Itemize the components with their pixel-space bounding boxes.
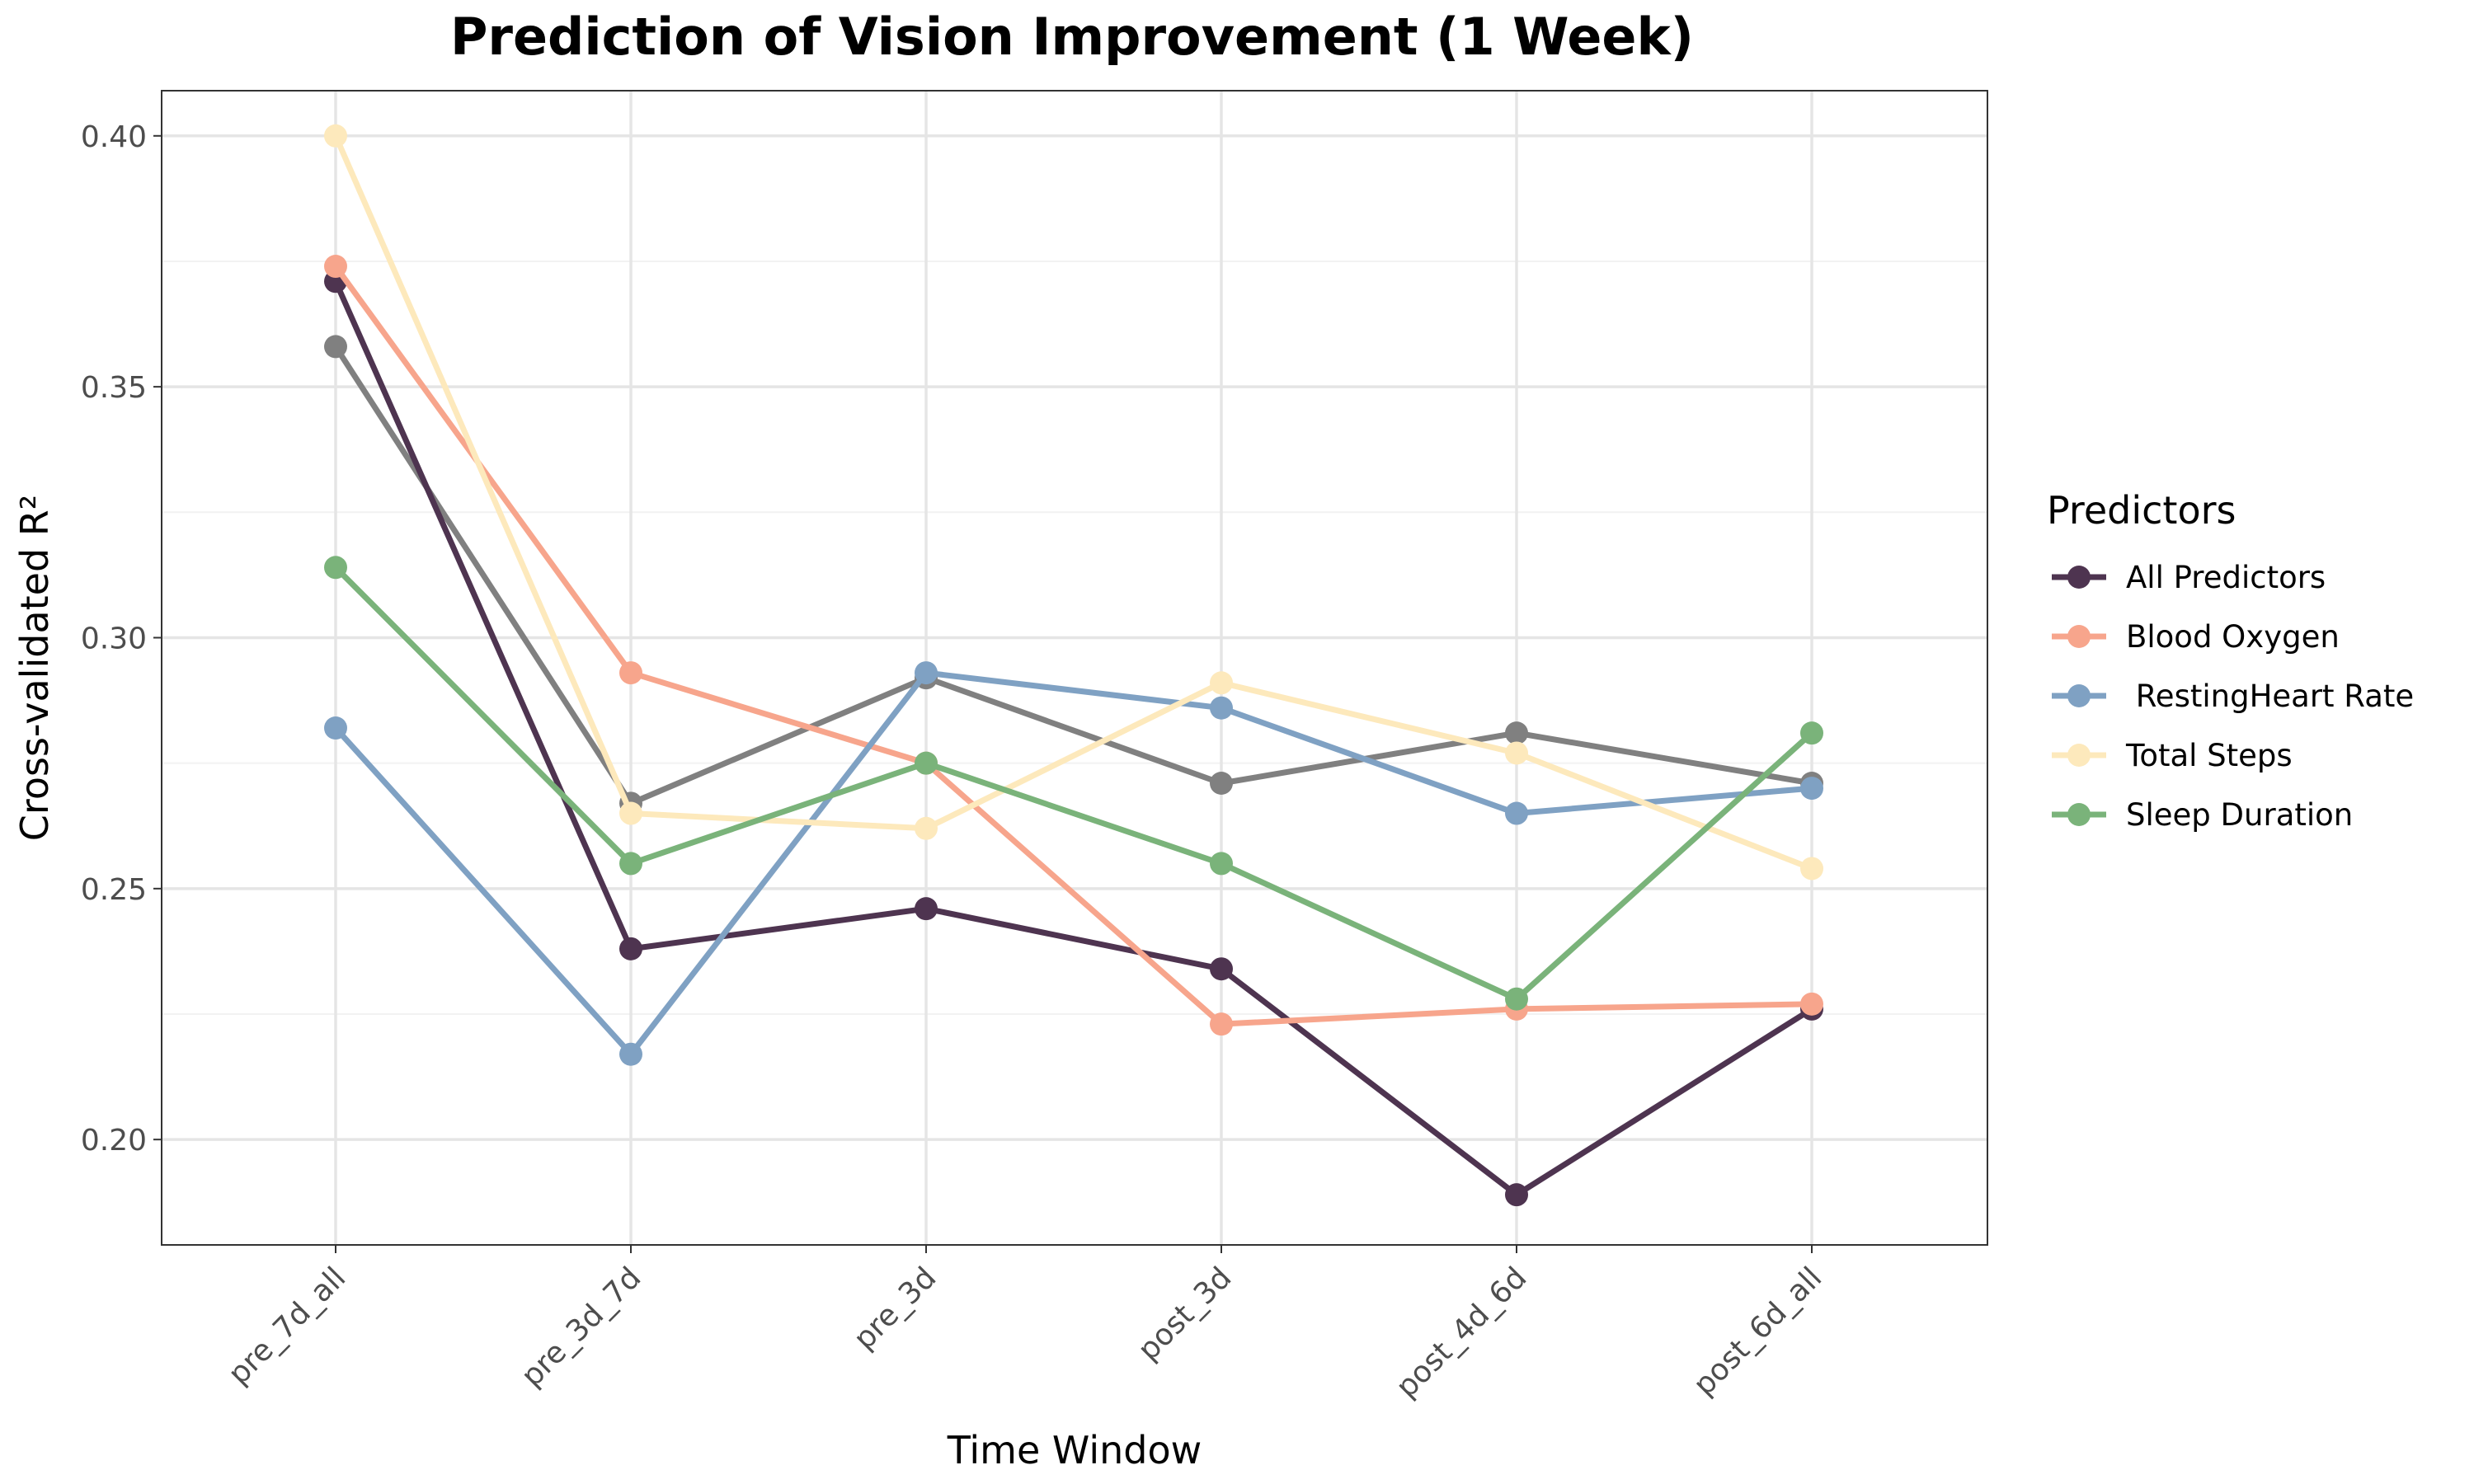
series-layer (324, 124, 1823, 1207)
data-point (324, 124, 347, 148)
legend-item: Sleep Duration (2052, 797, 2353, 833)
data-point (915, 661, 938, 685)
data-point (324, 556, 347, 580)
data-point (1505, 721, 1528, 745)
series-line (332, 263, 1815, 1027)
legend-label: Blood Oxygen (2126, 619, 2340, 655)
series-line (332, 133, 1815, 871)
y-tick-label: 0.20 (81, 1124, 147, 1158)
legend-key-point (2067, 566, 2091, 589)
data-point (619, 937, 642, 960)
legend-label: All Predictors (2126, 560, 2326, 595)
data-point (1800, 777, 1823, 801)
y-axis-ticks: 0.20 0.25 0.30 0.35 0.40 (81, 120, 162, 1158)
data-point (619, 801, 642, 825)
x-tick-label: post_4d_6d (1390, 1261, 1533, 1404)
data-point (324, 716, 347, 740)
y-tick-label: 0.25 (81, 873, 147, 907)
chart-title: Prediction of Vision Improvement (1 Week… (450, 7, 1694, 67)
plot-panel-background (162, 91, 1987, 1245)
data-point (1210, 671, 1233, 695)
legend-item: All Predictors (2052, 560, 2326, 595)
legend-label: Sleep Duration (2126, 797, 2353, 833)
legend-key-point (2067, 803, 2091, 826)
legend-item: RestingHeart Rate (2052, 679, 2414, 714)
x-tick-label: post_3d (1131, 1261, 1238, 1367)
legend: Predictors All Predictors Blood Oxygen Re… (2047, 488, 2414, 833)
legend-label: Total Steps (2125, 738, 2293, 773)
data-point (619, 852, 642, 876)
series-line (332, 669, 1815, 1058)
series-restingheart-rate (324, 661, 1823, 1066)
data-point (915, 816, 938, 840)
x-tick-label: pre_3d (848, 1261, 943, 1356)
x-axis-ticks: pre_7d_all pre_3d_7d pre_3d post_3d post_4d_… (222, 1245, 1828, 1405)
data-point (619, 1042, 642, 1066)
data-point (1505, 1183, 1528, 1207)
series-line (332, 278, 1815, 1198)
x-tick-label: pre_3d_7d (515, 1261, 647, 1393)
data-point (1800, 857, 1823, 881)
y-tick-label: 0.35 (81, 371, 147, 405)
legend-label: RestingHeart Rate (2126, 679, 2414, 714)
plot-panel-border (161, 90, 1988, 1246)
legend-key-point (2067, 744, 2091, 767)
data-point (1505, 987, 1528, 1011)
y-axis-title: Cross-validated R² (12, 495, 57, 841)
data-point (324, 255, 347, 279)
legend-item: Total Steps (2052, 738, 2293, 773)
data-point (1800, 992, 1823, 1016)
data-point (1505, 801, 1528, 825)
y-tick-label: 0.30 (81, 622, 147, 655)
legend-title: Predictors (2047, 488, 2236, 533)
data-point (1210, 852, 1233, 876)
data-point (1210, 696, 1233, 720)
series-sleep-duration (324, 556, 1823, 1011)
x-tick-label: post_6d_all (1687, 1261, 1829, 1402)
series-line (332, 343, 1815, 806)
data-point (1505, 741, 1528, 765)
data-point (1210, 1012, 1233, 1036)
legend-item: Blood Oxygen (2052, 619, 2340, 655)
y-tick-label: 0.40 (81, 120, 147, 154)
data-point (1210, 772, 1233, 795)
x-axis-title: Time Window (947, 1428, 1202, 1472)
data-point (619, 661, 642, 685)
grid (162, 91, 1987, 1245)
series-line (332, 564, 1815, 1003)
data-point (1800, 721, 1823, 745)
data-point (1210, 957, 1233, 981)
series-total-steps (324, 124, 1823, 881)
data-point (324, 335, 347, 359)
data-point (915, 897, 938, 921)
legend-key-point (2067, 625, 2091, 648)
legend-key-point (2067, 684, 2091, 707)
data-point (915, 751, 938, 775)
legend-items: All Predictors Blood Oxygen RestingHeart … (2052, 560, 2414, 833)
x-tick-label: pre_7d_all (222, 1261, 352, 1391)
